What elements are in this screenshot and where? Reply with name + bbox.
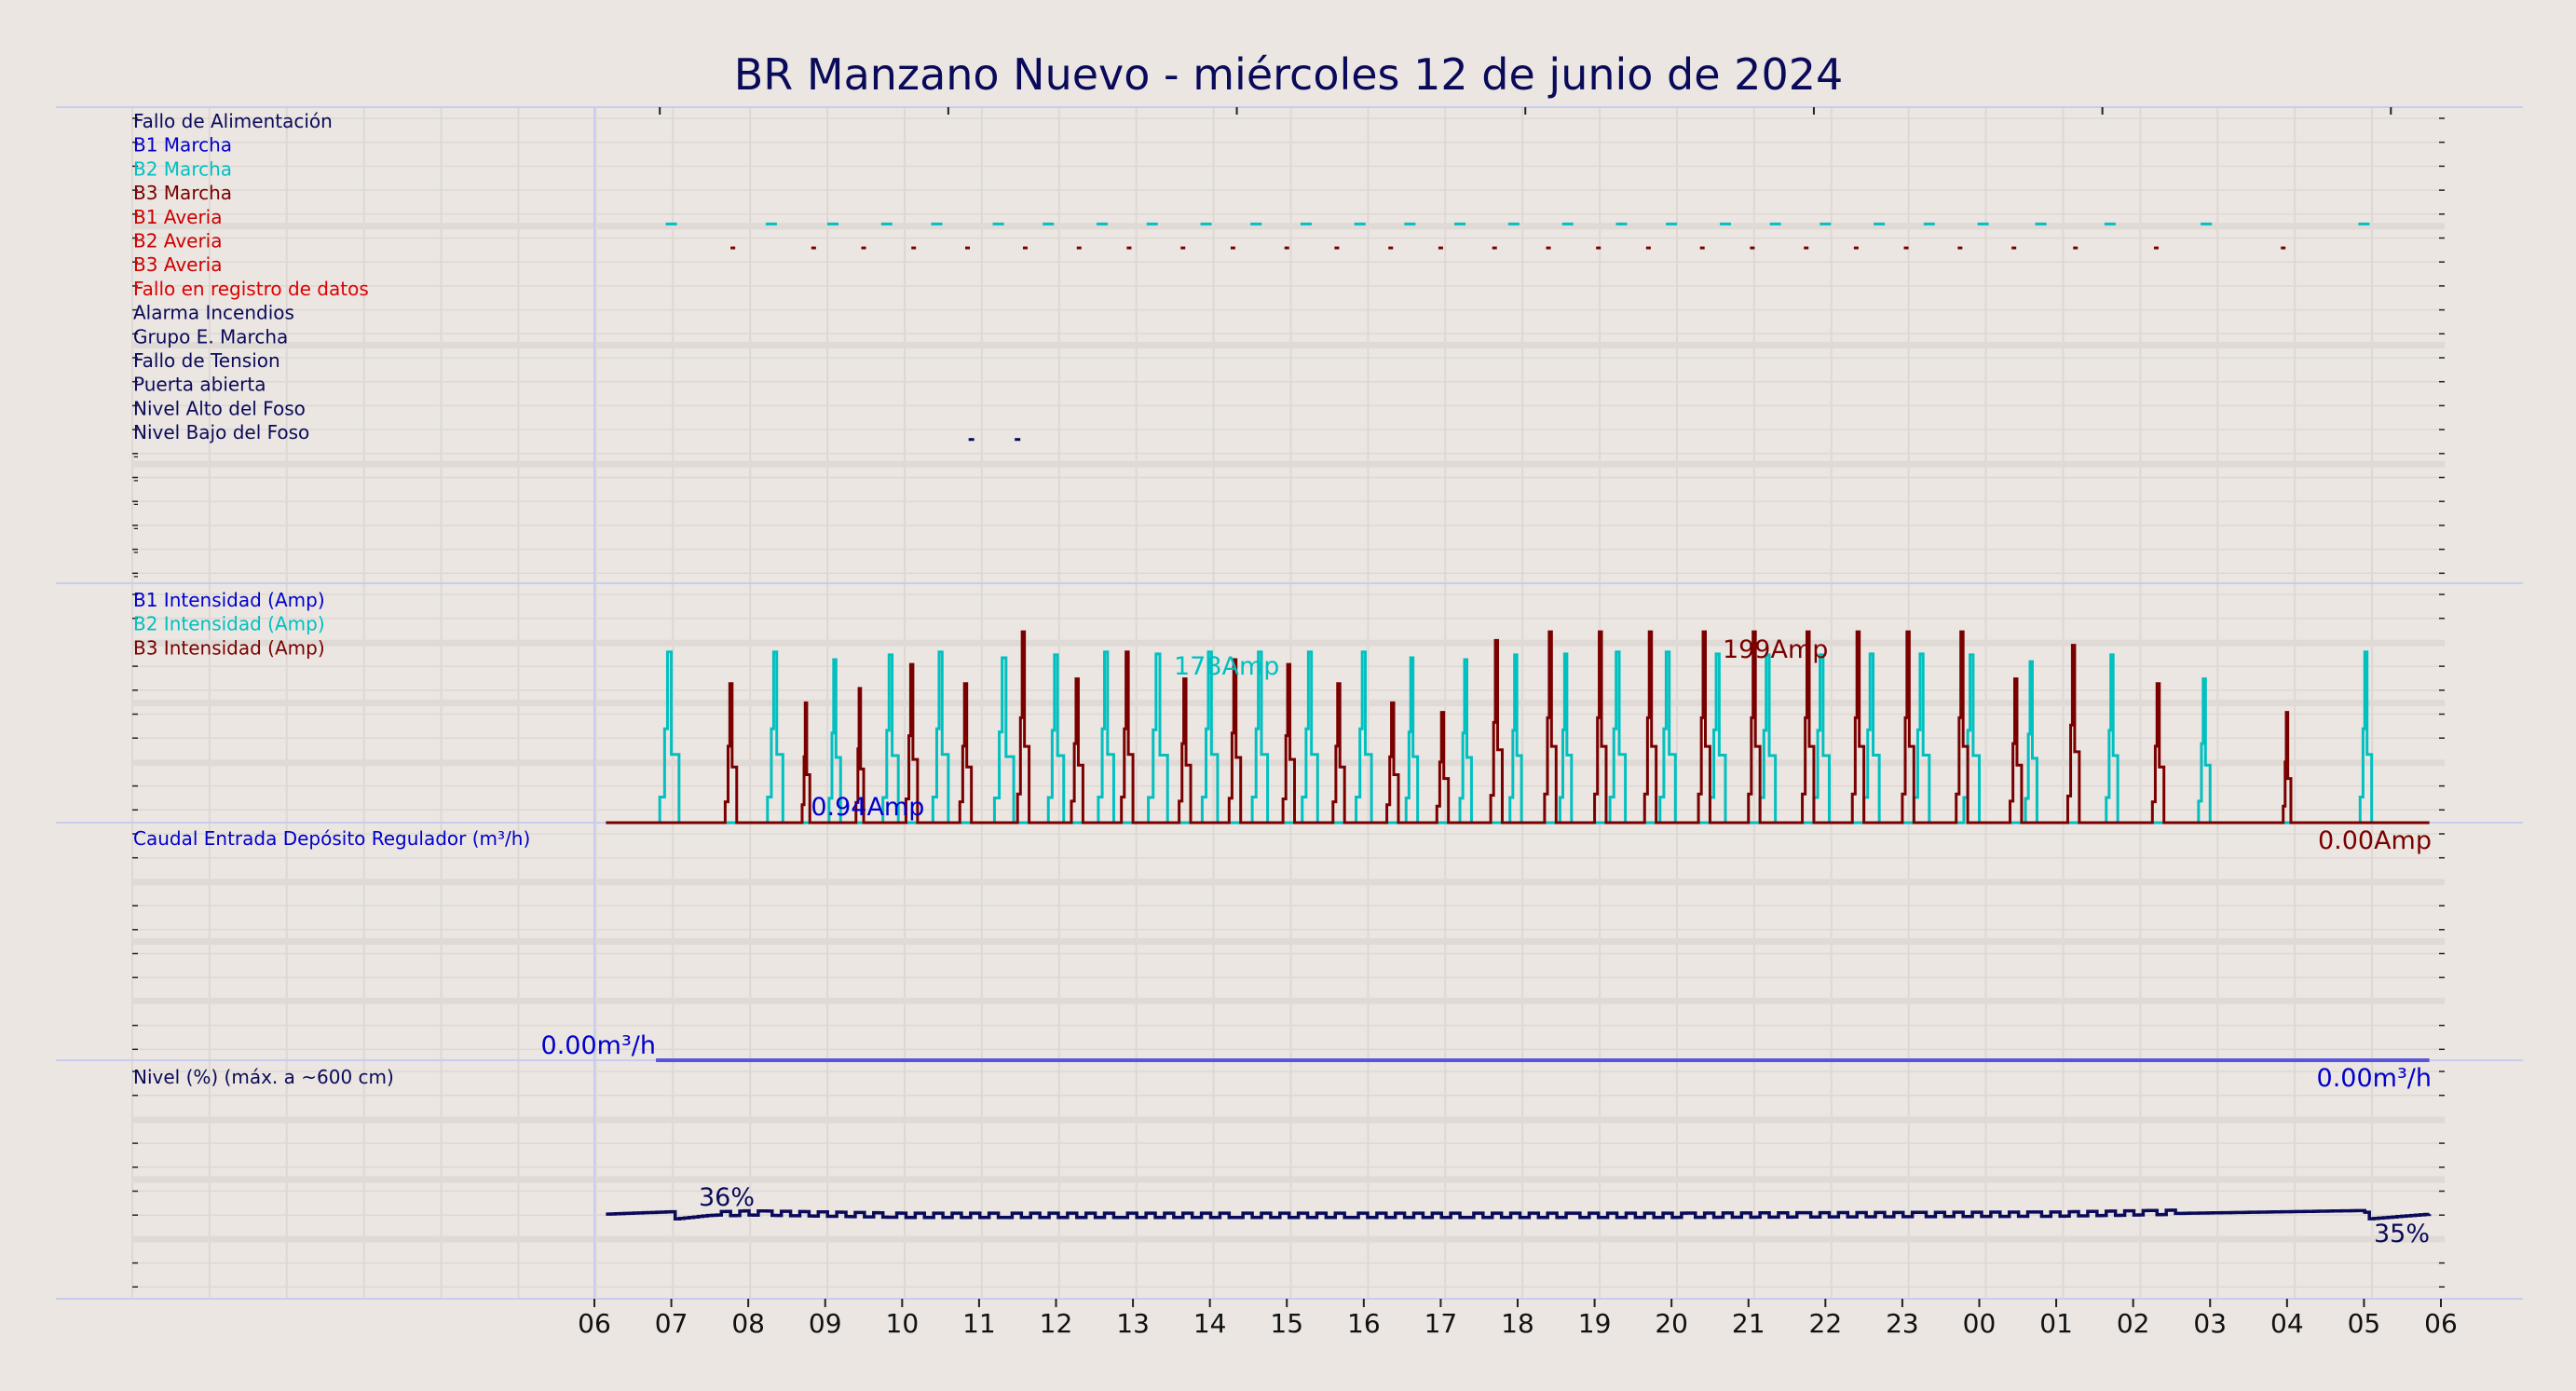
legend-caudal: Caudal Entrada Depósito Regulador (m³/h) [133,827,530,850]
x-tick-label: 10 [886,1308,920,1339]
annotation-max-b3: 199Amp [1723,635,1828,664]
legend-events-3: B3 Marcha [133,182,232,204]
legend-intensity-0: B1 Intensidad (Amp) [133,589,325,611]
legend-events-13: Nivel Bajo del Foso [133,421,309,443]
annotation-b1: 0.94Amp [811,793,924,822]
x-tick-label: 11 [962,1308,996,1339]
legend-events-2: B2 Marcha [133,157,232,180]
x-tick-label: 08 [731,1308,765,1339]
empty-row-marker: - [133,447,139,465]
x-tick-label: 03 [2193,1308,2227,1339]
legend-events-5: B2 Averia [133,230,223,252]
series-1-line [606,630,2430,825]
chart-title: BR Manzano Nuevo - miércoles 12 de junio… [734,49,1844,100]
x-tick-label: 00 [1963,1308,1997,1339]
annotation-caudal-last: 0.00m³/h [2317,1064,2432,1093]
legend-events-9: Grupo E. Marcha [133,325,288,348]
x-tick-label: 12 [1040,1308,1073,1339]
legend-nivel: Nivel (%) (máx. a ~600 cm) [133,1066,394,1088]
nivel-line [606,1208,2432,1221]
x-tick-label: 21 [1732,1308,1765,1339]
x-tick-label: 13 [1116,1308,1150,1339]
legend-events-11: Puerta abierta [133,374,266,396]
legend-events-8: Alarma Incendios [133,302,294,324]
x-tick-label: 04 [2270,1308,2304,1339]
x-tick-label: 16 [1347,1308,1381,1339]
legend-events-10: Fallo de Tension [133,349,280,372]
x-tick-label: 07 [655,1308,688,1339]
x-tick-label: 06 [578,1308,611,1339]
plot-area [606,222,2432,1221]
x-tick-label: 09 [809,1308,842,1339]
x-tick-label: 22 [1809,1308,1843,1339]
x-tick-label: 19 [1578,1308,1612,1339]
x-tick-label: 15 [1270,1308,1303,1339]
empty-row-marker: - [133,543,139,561]
empty-row-marker: - [133,519,139,537]
x-tick-label: 05 [2348,1308,2381,1339]
x-tick-label: 20 [1655,1308,1688,1339]
annotation-max-b2: 178Amp [1174,652,1279,681]
x-tick-label: 23 [1886,1308,1919,1339]
legend-events-1: B1 Marcha [133,134,232,157]
legend-events-0: Fallo de Alimentación [133,110,333,132]
legend-events-4: B1 Averia [133,206,223,228]
empty-row-marker: - [133,471,139,489]
legend-intensity-2: B3 Intensidad (Amp) [133,636,325,659]
x-tick-label: 06 [2424,1308,2458,1339]
legend-events-12: Nivel Alto del Foso [133,397,306,419]
x-tick-label: 17 [1424,1308,1458,1339]
legend-events-7: Fallo en registro de datos [133,278,369,300]
x-tick-label: 14 [1193,1308,1227,1339]
legend-events-6: B3 Averia [133,253,223,276]
x-axis: 06 07 08 09 10 11 12 13 14 15 16 17 18 19 20 21 22 23 00 01… [578,107,2458,1339]
annotation-last-b3: 0.00Amp [2318,826,2432,855]
series-0-line [606,650,2430,825]
x-tick-label: 18 [1501,1308,1534,1339]
x-tick-label: 02 [2117,1308,2150,1339]
legend-intensity-1: B2 Intensidad (Amp) [133,613,325,635]
annotation-nivel-last: 35% [2374,1220,2430,1248]
annotation-nivel-first: 36% [699,1183,755,1212]
x-tick-label: 01 [2039,1308,2073,1339]
empty-row-marker: - [133,495,139,512]
annotation-caudal-first: 0.00m³/h [541,1031,656,1060]
empty-row-marker: - [133,566,139,584]
